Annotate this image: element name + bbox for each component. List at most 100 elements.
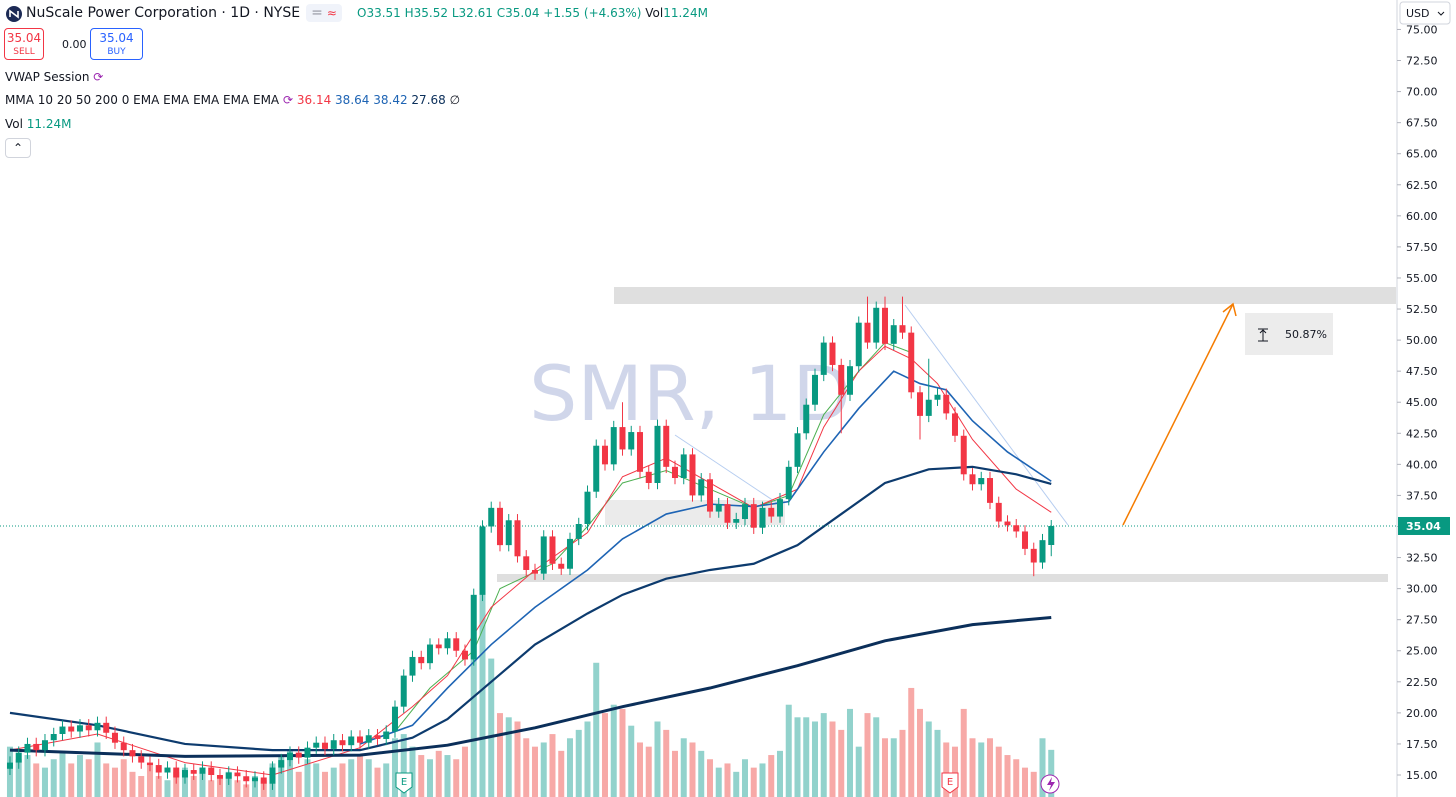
trendline (674, 434, 781, 506)
volume-bar (960, 708, 967, 797)
volume-bar (724, 763, 731, 797)
volume-bar (566, 738, 573, 797)
volume-bar (190, 776, 197, 797)
volume-bar (278, 755, 285, 797)
candle-body (173, 767, 180, 778)
vol-indicator-label: Vol (5, 117, 23, 131)
vwap-indicator: VWAP Session ⟳ (5, 70, 103, 84)
volume-bar (741, 759, 748, 797)
volume-bar (103, 763, 110, 797)
candle-body (838, 364, 845, 395)
candle-body (864, 322, 871, 343)
volume-bar (24, 755, 31, 797)
candle-body (566, 538, 573, 569)
settings-icon[interactable]: ⟳ (282, 93, 294, 107)
candle-body (313, 742, 320, 748)
candle-body (531, 569, 538, 574)
volume-bar (76, 755, 83, 797)
volume-bar (523, 738, 530, 797)
candle-body (601, 445, 608, 465)
candle-body (383, 731, 390, 739)
volume-bar (776, 750, 783, 797)
volume-bar (706, 759, 713, 797)
volume-bar (374, 767, 381, 797)
candle-body (146, 762, 153, 766)
buy-label: BUY (107, 47, 126, 57)
y-tick-label: 25.00 (1406, 645, 1438, 658)
y-tick-label: 17.50 (1406, 738, 1438, 751)
candle-body (873, 307, 880, 343)
volume-bar (505, 717, 512, 797)
volume-bar (50, 759, 57, 797)
compare-button[interactable]: ＝ ≈ (306, 4, 342, 22)
candle-body (435, 644, 442, 649)
volume-bar (558, 750, 565, 797)
candle-body (234, 772, 241, 777)
vol-indicator: Vol 11.24M (5, 117, 72, 131)
candle-body (1004, 521, 1011, 526)
y-tick-label: 30.00 (1406, 583, 1438, 596)
candle-body (1030, 548, 1037, 563)
currency-button[interactable] (1399, 1, 1451, 25)
candle-body (59, 726, 66, 735)
volume-bar (593, 662, 600, 797)
candle-body (558, 563, 565, 569)
volume-bar (435, 750, 442, 797)
symbol-logo (6, 6, 22, 22)
collapse-button[interactable]: ⌃ (5, 138, 31, 158)
volume-bar (969, 738, 976, 797)
candle-body (155, 765, 162, 773)
candle-body (243, 776, 250, 782)
volume-bar (864, 713, 871, 797)
volume-bar (663, 729, 670, 797)
candle-body (523, 556, 530, 570)
candle-layer (6, 296, 1055, 790)
volume-bar (759, 763, 766, 797)
candle-body (951, 413, 958, 436)
volume-bar (908, 687, 915, 797)
candle-body (409, 656, 416, 676)
volume-bar (1048, 749, 1055, 797)
volume-bar (146, 763, 153, 797)
volume-bar (645, 746, 652, 797)
volume-bar (601, 713, 608, 797)
y-tick-label: 15.00 (1406, 769, 1438, 782)
y-tick-label: 62.50 (1406, 179, 1438, 192)
earnings-marker[interactable] (395, 772, 413, 794)
candle-body (759, 507, 766, 528)
candle-body (663, 425, 670, 467)
ohlc-vol-label: Vol (645, 6, 664, 20)
candle-body (50, 734, 57, 741)
candle-body (304, 747, 311, 758)
volume-bar (155, 776, 162, 797)
candle-body (365, 735, 372, 743)
sell-button[interactable]: 35.04 SELL (4, 28, 44, 60)
volume-bar (330, 767, 337, 797)
volume-bar (925, 721, 932, 797)
volume-bar (838, 729, 845, 797)
buy-button[interactable]: 35.04 BUY (90, 28, 143, 60)
vol-indicator-value: 11.24M (26, 117, 72, 131)
measure-box (1245, 313, 1333, 355)
volume-bar (1021, 767, 1028, 797)
candle-body (426, 644, 433, 664)
candle-body (514, 520, 521, 557)
candle-body (776, 499, 783, 517)
candle-body (925, 399, 932, 416)
candle-body (164, 767, 171, 773)
vwap-label: VWAP Session (5, 70, 90, 84)
settings-icon[interactable]: ⟳ (93, 70, 104, 84)
y-tick-label: 55.00 (1406, 272, 1438, 285)
candle-body (584, 491, 591, 525)
candle-body (540, 536, 547, 574)
earnings-marker[interactable] (941, 772, 959, 794)
volume-bar (671, 750, 678, 797)
volume-bar (85, 759, 92, 797)
sell-price: 35.04 (6, 31, 42, 45)
volume-bar (698, 750, 705, 797)
volume-bar (619, 708, 626, 797)
candle-body (943, 394, 950, 414)
volume-bar (1030, 771, 1037, 797)
y-tick-label: 50.00 (1406, 334, 1438, 347)
